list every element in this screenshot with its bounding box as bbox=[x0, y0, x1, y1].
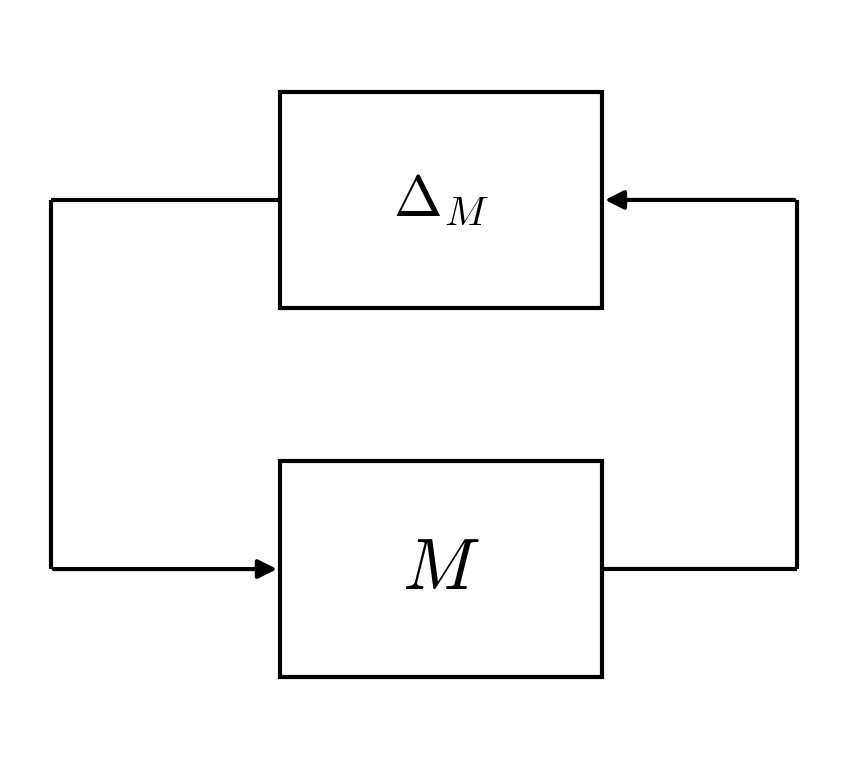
Bar bbox=[280, 92, 602, 308]
Text: $\Delta_{M}$: $\Delta_{M}$ bbox=[393, 171, 489, 228]
Text: $M$: $M$ bbox=[402, 534, 480, 604]
Bar bbox=[280, 461, 602, 677]
